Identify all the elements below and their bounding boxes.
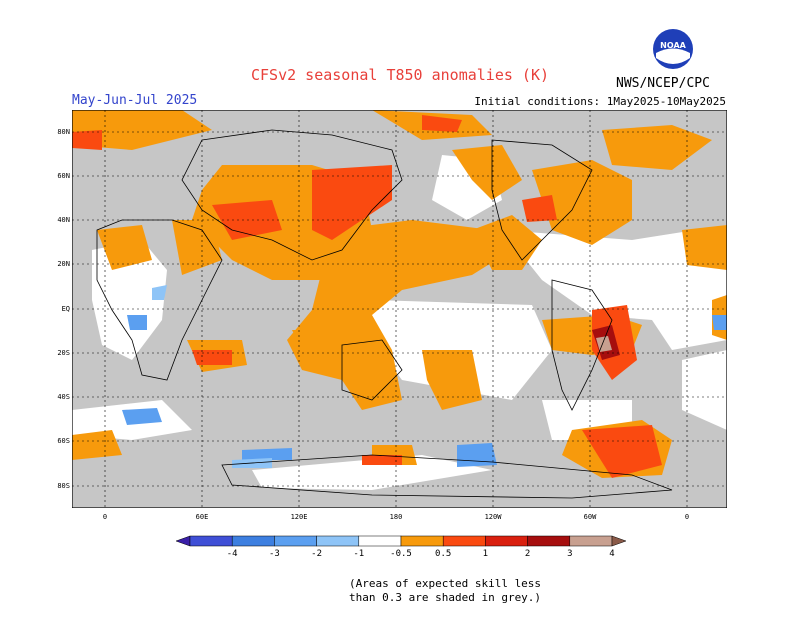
colorbar-cell: [231, 535, 275, 547]
lon-label: 0: [684, 513, 690, 521]
anomaly-map: [72, 110, 727, 508]
colorbar-tip-left: [176, 535, 191, 547]
colorbar-cell: [400, 535, 444, 547]
colorbar-tip-right: [611, 535, 626, 547]
season-label: May-Jun-Jul 2025: [72, 93, 198, 108]
colorbar-cell: [485, 535, 528, 547]
lat-label: 80N: [57, 128, 70, 136]
lat-label: 40N: [57, 216, 70, 224]
colorbar-cell: [569, 535, 613, 547]
colorbar-cell: [527, 535, 571, 547]
colorbar-cell: [442, 535, 486, 547]
colorbar-label: -3: [268, 549, 280, 559]
colorbar-label: 3: [567, 549, 573, 559]
graticule: [72, 110, 727, 508]
skill-note: (Areas of expected skill less than 0.3 a…: [349, 577, 541, 605]
red-regions: [72, 115, 662, 478]
lat-label: 20N: [57, 260, 70, 268]
lon-label: 180: [389, 513, 403, 521]
rose-region: [596, 336, 612, 352]
colorbar-label: -0.5: [390, 549, 412, 559]
initial-conditions-label: Initial conditions: 1May2025-10May2025: [474, 95, 726, 108]
lon-label: 60W: [583, 513, 597, 521]
colorbar-label: 1: [482, 549, 489, 559]
blue-regions: [122, 315, 727, 467]
chart-title: CFSv2 seasonal T850 anomalies (K): [250, 66, 549, 84]
colorbar-label: -1: [353, 549, 365, 559]
lat-label: 60N: [57, 172, 70, 180]
lat-label: 60S: [57, 437, 70, 445]
colorbar-cell: [189, 535, 233, 547]
colorbar-label: -2: [311, 549, 323, 559]
organization-label: NWS/NCEP/CPC: [616, 76, 710, 91]
skill-note-line2: than 0.3 are shaded in grey.): [349, 591, 542, 604]
lat-label: 20S: [57, 349, 70, 357]
lon-label: 60E: [195, 513, 209, 521]
colorbar-cell: [274, 535, 317, 547]
skill-note-line1: (Areas of expected skill less: [349, 577, 542, 590]
colorbar-label: -4: [226, 549, 238, 559]
lon-label: 120E: [290, 513, 308, 521]
colorbar-cell: [358, 535, 402, 547]
colorbar-label: 4: [609, 549, 615, 559]
lat-label: 80S: [57, 482, 70, 490]
colorbar-label: 0.5: [435, 549, 452, 559]
lat-label: 40S: [57, 393, 70, 401]
lon-label: 0: [102, 513, 108, 521]
lon-label: 120W: [484, 513, 502, 521]
noaa-logo: NOAA: [653, 29, 693, 69]
colorbar-cell: [316, 535, 360, 547]
colorbar-label: 2: [524, 549, 531, 559]
logo-text: NOAA: [660, 41, 686, 50]
lat-label: EQ: [61, 305, 70, 313]
colorbar: [176, 535, 626, 547]
